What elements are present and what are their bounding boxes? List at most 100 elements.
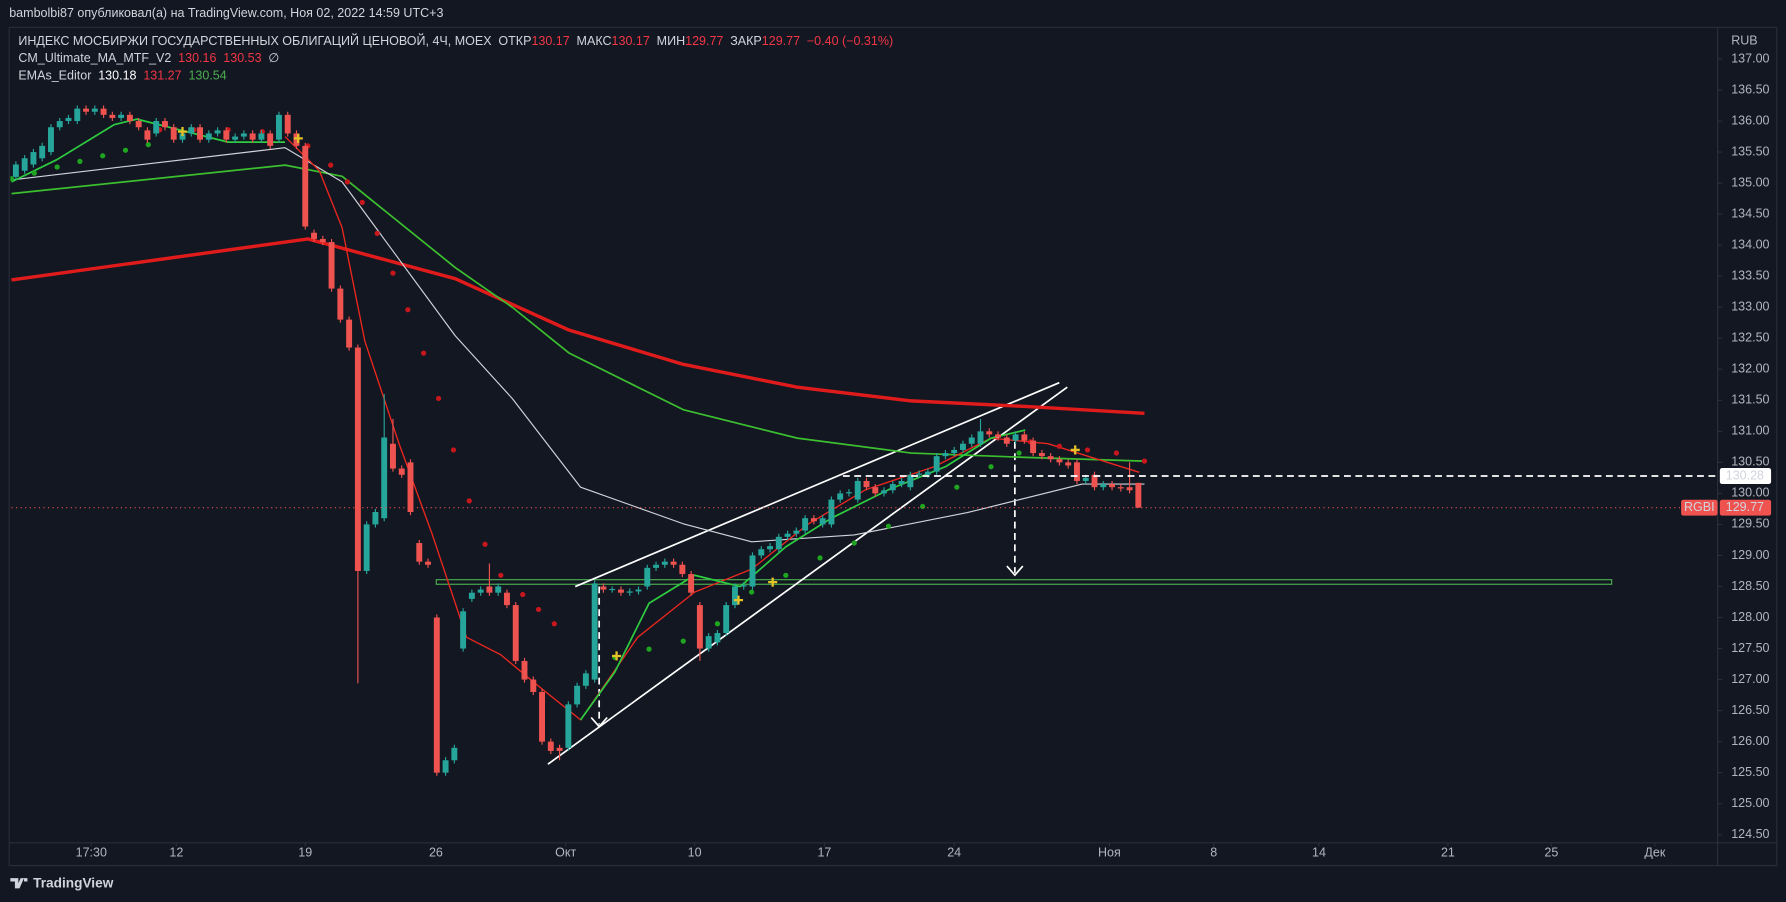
sar-dot — [54, 164, 60, 170]
sar-dot — [783, 572, 789, 578]
arrow-head — [1006, 565, 1024, 577]
candle-body — [12, 164, 19, 177]
candle-body — [48, 127, 54, 153]
candle-body — [591, 583, 598, 680]
candle-body — [810, 518, 817, 522]
brand: TradingView — [33, 875, 114, 890]
sar-dot — [551, 621, 557, 627]
candle-body — [416, 543, 423, 562]
candle-body — [688, 574, 695, 593]
candle-body — [942, 453, 949, 457]
y-tick-label: 135.00 — [1731, 175, 1769, 189]
candle-body — [354, 347, 361, 571]
ohlc-value: 129.77 — [685, 34, 723, 48]
candle-body — [723, 605, 730, 634]
candle-body — [249, 133, 256, 140]
candle-body — [653, 564, 660, 568]
sar-dot — [954, 484, 960, 490]
ohlc-label: МИН — [657, 34, 685, 48]
sar-dot — [1141, 458, 1148, 464]
sar-dot — [1084, 447, 1091, 453]
candle-body — [819, 518, 826, 525]
candle-body — [846, 492, 852, 494]
candle-body — [197, 127, 203, 140]
candle-body — [214, 130, 221, 134]
x-tick-label: 25 — [1544, 845, 1558, 859]
arrow-head — [590, 716, 608, 728]
candle-body — [126, 114, 133, 122]
candle-body — [319, 238, 326, 243]
indicator-name: CM_Ultimate_MA_MTF_V2 — [18, 52, 171, 66]
sar-dot — [10, 176, 15, 182]
y-tick-label: 133.00 — [1731, 300, 1769, 314]
candle-body — [477, 589, 484, 593]
candle-body — [74, 108, 81, 122]
sar-dot — [646, 646, 652, 652]
candle-body — [179, 133, 186, 140]
candle-body — [951, 449, 958, 454]
ohlc-label: МАКС — [577, 34, 612, 48]
indicator-name: EMAs_Editor — [18, 69, 91, 83]
x-tick-label: 8 — [1210, 845, 1217, 859]
candle-body — [1047, 456, 1054, 460]
moving-average — [11, 237, 1145, 416]
y-tick-label: 132.00 — [1731, 362, 1769, 376]
sar-dot — [259, 128, 265, 135]
sar-dot — [498, 572, 504, 578]
candle-body — [635, 589, 642, 592]
candle-body — [968, 437, 975, 444]
candle-body — [863, 480, 870, 488]
candle-body — [1021, 434, 1028, 441]
sar-dot — [680, 638, 686, 644]
x-tick-label: 19 — [298, 845, 312, 859]
last-price-label: 129.77 — [1726, 500, 1764, 514]
y-tick-label: 127.00 — [1731, 672, 1769, 686]
sar-dot — [1056, 443, 1063, 449]
candle-body — [100, 108, 107, 115]
candle-body — [302, 145, 309, 227]
candle-body — [21, 158, 28, 171]
candle-body — [986, 431, 993, 435]
sar-dot — [988, 464, 994, 470]
sar-dot — [482, 541, 488, 547]
signal-cross — [733, 595, 744, 605]
ohlc-label: ОТКР — [498, 34, 531, 48]
sar-dot — [714, 621, 721, 627]
candle-body — [468, 592, 475, 599]
candle-body — [232, 136, 239, 140]
x-tick-label: Окт — [555, 845, 576, 859]
candle-body — [425, 561, 431, 565]
candle-body — [696, 605, 703, 649]
candle-body — [109, 114, 116, 118]
sar-dot — [817, 555, 823, 561]
sar-dot — [520, 591, 526, 598]
sar-dot — [31, 170, 37, 176]
candle-body — [1109, 484, 1116, 488]
plot-area — [10, 105, 1718, 776]
candle-body — [898, 480, 905, 485]
candle-body — [135, 121, 142, 128]
y-tick-label: 131.50 — [1731, 393, 1769, 407]
x-tick-label: 17 — [817, 845, 831, 859]
candle-body — [1135, 482, 1142, 508]
candle-body — [907, 474, 914, 488]
x-tick-label: 17:30 — [76, 845, 107, 859]
candle-body — [162, 121, 168, 128]
candle-body — [521, 660, 528, 680]
sar-dot — [145, 142, 151, 148]
candle-body — [363, 524, 370, 571]
candle-body — [65, 117, 72, 122]
sar-dot — [100, 153, 106, 159]
candle-body — [837, 493, 844, 500]
sar-dot — [851, 540, 857, 546]
footer: TradingView — [10, 875, 114, 890]
sar-dot — [405, 307, 411, 313]
candle-body — [153, 121, 160, 134]
candle-body — [881, 490, 888, 494]
ohlc-value: 129.77 — [762, 34, 800, 48]
candle-body — [539, 691, 546, 742]
candle-body — [1082, 477, 1089, 481]
candle-body — [328, 242, 335, 289]
candle-body — [732, 586, 738, 606]
candle-body — [170, 127, 177, 140]
